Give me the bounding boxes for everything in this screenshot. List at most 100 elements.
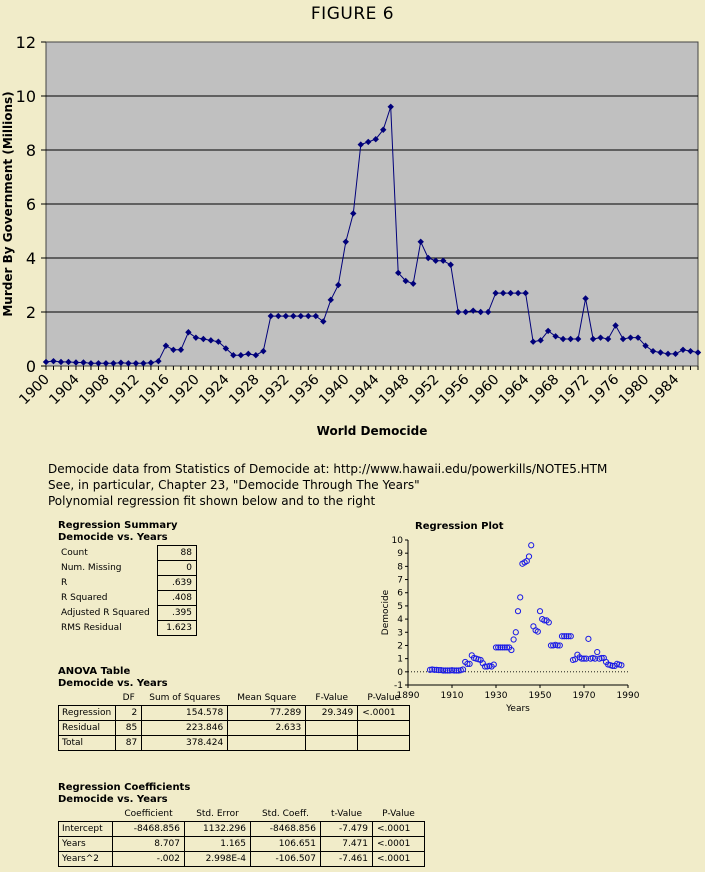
table-cell: 8.707 [112,836,185,852]
data-point [589,335,597,343]
data-point [604,335,612,343]
scatter-point [492,644,500,651]
data-point [72,359,80,366]
data-point [87,360,95,367]
scatter-point [433,666,440,673]
coefficients-title: Regression Coefficients [58,782,191,793]
column-header: Coefficient [124,809,173,819]
row-label: Regression [57,705,117,721]
data-point [162,342,170,349]
data-point [350,210,357,217]
data-point [537,337,544,344]
scatter-point [517,594,524,601]
scatter-point [453,667,460,674]
y-tick-label: 10 [16,87,36,106]
data-point [260,347,267,355]
table-cell: <.0001 [372,851,425,867]
table-cell: 87 [115,735,143,751]
summary-title: Regression Summary [58,520,178,531]
summary-value: 0 [157,560,197,576]
column-header: DF [122,693,135,703]
data-point [439,257,447,264]
data-point [462,308,469,316]
table-cell: -7.479 [320,821,373,837]
table-row: R .639 [58,575,197,591]
data-point [290,312,297,320]
scatter-point [594,648,601,656]
scatter-point [536,608,544,615]
data-point [447,261,454,268]
anova-section: ANOVA Table Democide vs. Years DF Sum of … [57,666,411,751]
data-point [597,334,604,341]
summary-subtitle: Democide vs. Years [58,532,168,543]
scatter-point [580,655,588,662]
scatter-point [578,655,585,662]
x-tick-label: 1904 [46,371,83,408]
column-header: P-Value [367,693,401,703]
y-tick-label: 2 [397,641,403,651]
y-tick-label: 6 [397,589,403,599]
scatter-point [508,646,515,654]
data-point [50,357,57,365]
data-point [102,360,110,367]
x-tick-label: 1960 [466,372,503,409]
scatter-point [490,661,497,668]
data-point [185,329,192,336]
data-point [499,289,507,297]
data-point [95,360,102,367]
data-point [117,359,125,366]
scatter-point [558,633,566,640]
figure-title: FIGURE 6 [310,4,395,24]
table-cell [305,720,359,736]
data-point [410,280,417,287]
data-point [619,335,627,343]
scatter-point [431,666,438,673]
data-point [567,335,574,343]
data-point [237,352,245,359]
row-label: Years^2 [58,851,113,867]
data-point [417,238,424,245]
caption-source: Democide data from Statistics of Democid… [48,462,608,476]
table-cell: 29.349 [305,705,359,721]
regression-x-label: Years [505,704,530,714]
data-point [687,347,694,355]
column-header: F-Value [315,693,349,703]
y-tick-label: 9 [397,549,403,559]
caption-chapter: See, in particular, Chapter 23, "Democid… [48,478,420,492]
data-point [245,350,252,358]
x-tick-label: 1956 [436,371,473,408]
data-point [132,360,140,367]
summary-label: Num. Missing [61,563,122,573]
x-tick-label: 1964 [496,371,533,408]
y-tick-label: 0 [397,668,403,678]
x-tick-label: 1984 [646,371,683,408]
data-point [664,350,672,358]
data-point [57,358,65,366]
scatter-point [583,655,590,662]
summary-value: 88 [157,545,197,561]
table-cell: 1132.296 [184,821,251,837]
summary-label: R [61,578,68,588]
data-point [275,312,282,320]
y-tick-label: 6 [26,195,36,214]
table-cell [227,735,307,751]
anova-table: DF Sum of Squares Mean Square F-Value P-Valu… [57,691,411,751]
table-cell: <.0001 [372,821,425,837]
data-point [305,312,312,320]
scatter-point [440,667,447,674]
data-point [552,333,559,340]
data-point [484,308,492,316]
data-point [335,281,342,289]
row-label: Intercept [58,821,113,837]
scatter-point [585,635,592,642]
data-point [387,103,394,110]
column-header: Sum of Squares [149,693,221,703]
data-point [514,289,522,297]
x-tick-label: 1920 [166,372,203,409]
y-tick-label: 2 [26,303,36,322]
data-point [327,296,334,304]
table-cell [357,735,411,751]
table-row: Total 87 378.424 [57,735,411,751]
data-point [170,346,177,353]
data-point [649,347,657,355]
